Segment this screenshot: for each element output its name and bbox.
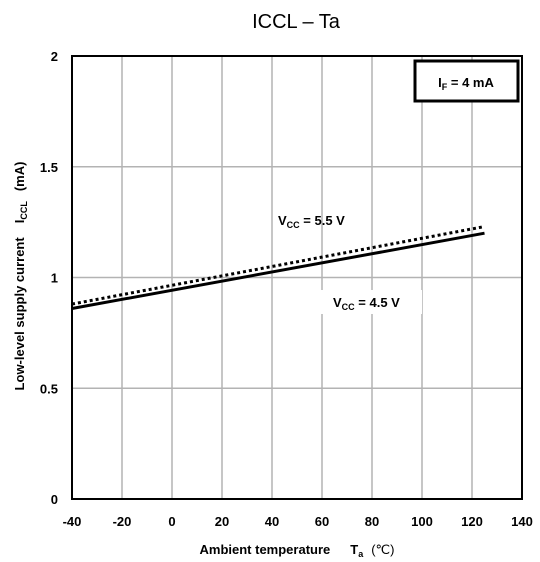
x-tick-label: 140 xyxy=(511,514,533,529)
x-tick-label: 0 xyxy=(168,514,175,529)
chart-title: ICCL – Ta xyxy=(252,11,341,33)
x-tick-label: -20 xyxy=(113,514,132,529)
x-axis-symbol-sub: a xyxy=(358,549,364,559)
series-line-vcc-5-5 xyxy=(71,225,485,306)
x-tick-label: -40 xyxy=(63,514,82,529)
y-tick-label: 2 xyxy=(51,49,58,64)
x-tick-labels: -40 -20 0 20 40 60 80 100 120 140 xyxy=(63,514,533,529)
y-tick-labels: 0 0.5 1 1.5 2 xyxy=(40,49,58,507)
y-tick-label: 1 xyxy=(51,271,58,286)
x-axis-label: Ambient temperature Ta (℃) xyxy=(200,542,395,559)
y-axis-label-main: Low-level supply current xyxy=(12,237,27,391)
x-tick-label: 120 xyxy=(461,514,483,529)
y-tick-label: 1.5 xyxy=(40,160,58,175)
series-line-vcc-4-5 xyxy=(71,231,485,310)
condition-value: = 4 mA xyxy=(447,75,494,90)
condition-symbol: I xyxy=(438,75,442,90)
condition-subscript: F xyxy=(442,82,448,92)
x-axis-label-main: Ambient temperature xyxy=(200,542,331,557)
series-label-background xyxy=(320,290,422,314)
x-tick-label: 40 xyxy=(265,514,279,529)
y-axis-label: Low-level supply current ICCL (mA) xyxy=(12,162,29,391)
plot-frame xyxy=(71,55,523,500)
x-tick-label: 80 xyxy=(365,514,379,529)
gridlines xyxy=(71,55,523,500)
condition-box: IF = 4 mA xyxy=(413,59,520,103)
x-tick-label: 60 xyxy=(315,514,329,529)
condition-box-text: IF = 4 mA xyxy=(438,75,494,92)
data-series xyxy=(71,225,485,310)
series-label-vcc-4-5: VCC = 4.5 V xyxy=(320,290,422,314)
y-axis-symbol-sub: CCL xyxy=(19,201,29,220)
x-tick-label: 100 xyxy=(411,514,433,529)
y-axis-symbol: I xyxy=(12,220,27,224)
x-axis-unit: (℃) xyxy=(371,542,394,557)
y-axis-unit: (mA) xyxy=(12,162,27,192)
x-axis-symbol: T xyxy=(350,542,358,557)
y-tick-label: 0.5 xyxy=(40,381,58,396)
y-tick-label: 0 xyxy=(51,492,58,507)
series-label-vcc-5-5: VCC = 5.5 V xyxy=(278,213,345,230)
series-label-vcc-4-5-text: VCC = 4.5 V xyxy=(333,295,400,312)
condition-box-frame xyxy=(413,59,520,103)
x-tick-label: 20 xyxy=(215,514,229,529)
